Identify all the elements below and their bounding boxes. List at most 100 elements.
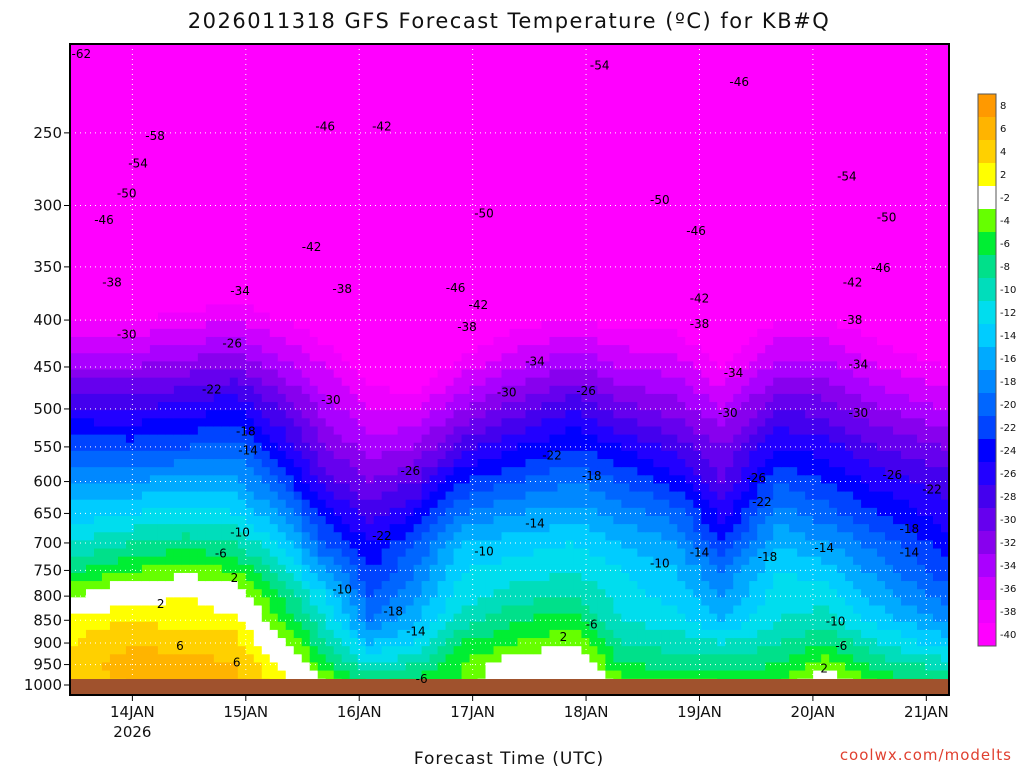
field-cell	[141, 190, 151, 200]
field-cell	[485, 117, 495, 126]
field-cell	[253, 629, 263, 639]
field-cell	[237, 44, 247, 53]
field-cell	[549, 385, 559, 395]
field-cell	[93, 206, 103, 216]
field-cell	[157, 92, 167, 102]
field-cell	[229, 377, 239, 387]
field-cell	[461, 271, 471, 281]
field-cell	[117, 662, 127, 672]
field-cell	[85, 402, 95, 411]
field-cell	[70, 662, 79, 672]
field-cell	[101, 109, 111, 118]
field-cell	[293, 52, 303, 61]
field-cell	[517, 76, 527, 86]
field-cell	[261, 166, 271, 175]
field-cell	[325, 214, 335, 224]
field-cell	[357, 638, 367, 647]
field-cell	[285, 231, 295, 240]
field-cell	[405, 52, 415, 61]
field-cell	[317, 84, 327, 94]
field-cell	[253, 377, 263, 387]
field-cell	[293, 540, 303, 550]
field-cell	[485, 109, 495, 118]
field-cell	[317, 141, 327, 151]
field-cell	[469, 271, 479, 281]
field-cell	[293, 442, 303, 452]
field-cell	[205, 548, 215, 558]
field-cell	[349, 662, 359, 672]
field-cell	[237, 92, 247, 102]
field-cell	[501, 483, 511, 493]
field-cell	[261, 190, 271, 200]
field-cell	[173, 483, 183, 493]
field-cell	[413, 231, 423, 240]
field-cell	[213, 223, 223, 232]
field-cell	[133, 629, 143, 639]
field-cell	[237, 296, 247, 305]
field-cell	[517, 166, 527, 175]
field-cell	[477, 239, 487, 249]
field-cell	[493, 109, 503, 118]
field-cell	[493, 670, 503, 680]
field-cell	[109, 467, 119, 476]
field-cell	[85, 605, 95, 615]
field-cell	[461, 499, 471, 509]
field-cell	[261, 198, 271, 208]
field-cell	[453, 434, 463, 444]
field-cell	[533, 166, 543, 175]
field-cell	[501, 475, 511, 485]
field-cell	[397, 377, 407, 387]
field-cell	[549, 214, 559, 224]
field-cell	[117, 393, 127, 403]
field-cell	[517, 239, 527, 249]
field-cell	[429, 125, 439, 135]
field-cell	[541, 133, 551, 143]
field-cell	[101, 190, 111, 200]
field-cell	[197, 613, 207, 623]
field-cell	[141, 532, 151, 541]
field-cell	[261, 402, 271, 411]
field-cell	[413, 190, 423, 200]
field-cell	[341, 133, 351, 143]
field-cell	[477, 247, 487, 257]
field-cell	[389, 223, 399, 232]
field-cell	[309, 426, 319, 436]
field-cell	[221, 524, 231, 533]
field-cell	[533, 320, 543, 330]
field-cell	[109, 263, 119, 273]
field-cell	[325, 223, 335, 232]
field-cell	[317, 68, 327, 78]
field-cell	[189, 84, 199, 94]
field-cell	[77, 214, 87, 224]
field-cell	[557, 133, 567, 143]
field-cell	[237, 613, 247, 623]
field-cell	[421, 84, 431, 94]
field-cell	[445, 572, 455, 582]
field-cell	[397, 572, 407, 582]
field-cell	[70, 361, 79, 371]
field-cell	[469, 109, 479, 118]
field-cell	[277, 638, 287, 647]
field-cell	[141, 385, 151, 395]
field-cell	[229, 491, 239, 501]
field-cell	[477, 279, 487, 289]
field-cell	[565, 255, 575, 265]
field-cell	[333, 393, 343, 403]
field-cell	[549, 60, 559, 70]
field-cell	[453, 279, 463, 289]
field-cell	[549, 239, 559, 249]
field-cell	[445, 68, 455, 78]
field-cell	[341, 556, 351, 566]
field-cell	[453, 524, 463, 533]
field-cell	[341, 483, 351, 493]
field-cell	[173, 76, 183, 86]
field-cell	[437, 174, 447, 183]
field-cell	[101, 214, 111, 224]
field-cell	[181, 385, 191, 395]
field-cell	[77, 540, 87, 550]
field-cell	[189, 369, 199, 379]
plot-area: -62-58-54-50-46-42-38-34-30-26-22-18-14-…	[70, 44, 949, 695]
field-cell	[237, 312, 247, 322]
field-cell	[325, 621, 335, 631]
field-cell	[453, 532, 463, 541]
